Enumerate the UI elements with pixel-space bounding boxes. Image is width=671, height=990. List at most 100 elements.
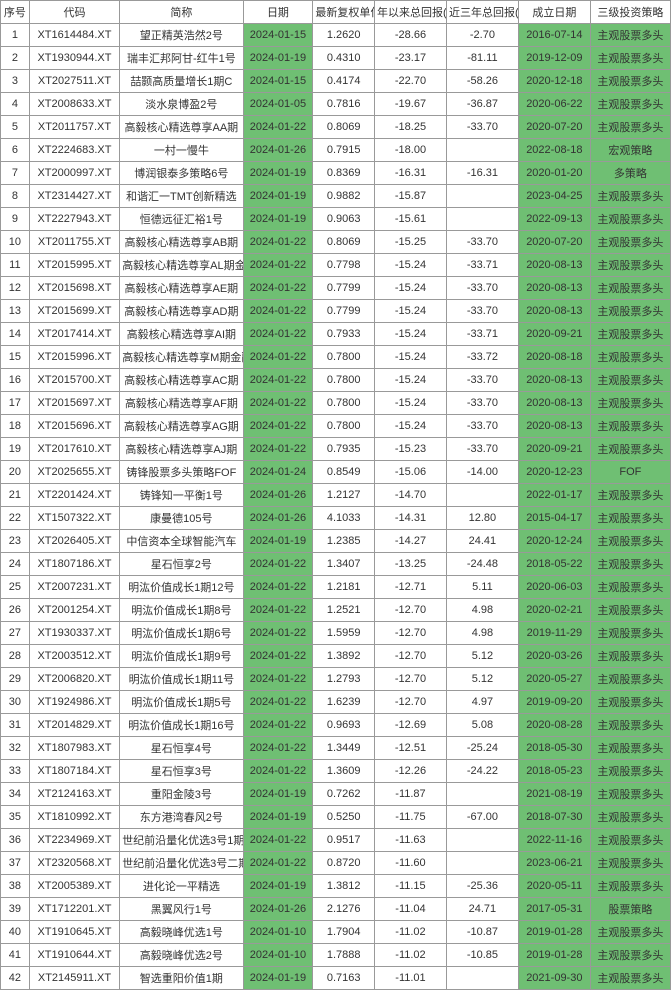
table-cell: 2024-01-22 xyxy=(243,714,313,737)
table-row: 35XT1810992.XT东方港湾春风2号2024-01-190.5250-1… xyxy=(1,806,671,829)
table-cell: 主观股票多头 xyxy=(590,116,670,139)
table-body: 1XT1614484.XT望正精英浩然2号2024-01-151.2620-28… xyxy=(1,24,671,990)
table-cell: 22 xyxy=(1,507,30,530)
table-cell: -24.22 xyxy=(446,760,518,783)
table-cell: 1.7904 xyxy=(313,921,375,944)
table-cell xyxy=(446,852,518,875)
table-cell: 主观股票多头 xyxy=(590,737,670,760)
table-cell: -19.67 xyxy=(375,93,447,116)
table-cell: XT2314427.XT xyxy=(29,185,119,208)
table-cell: -15.87 xyxy=(375,185,447,208)
table-cell: 1.2385 xyxy=(313,530,375,553)
table-cell: 2024-01-05 xyxy=(243,93,313,116)
table-cell: 2024-01-19 xyxy=(243,806,313,829)
table-cell: 主观股票多头 xyxy=(590,392,670,415)
table-cell: 黑翼风行1号 xyxy=(120,898,243,921)
table-cell: 高毅核心精选尊享AJ期 xyxy=(120,438,243,461)
table-cell: XT1810992.XT xyxy=(29,806,119,829)
table-cell xyxy=(446,783,518,806)
table-cell: 主观股票多头 xyxy=(590,24,670,47)
table-cell: 33 xyxy=(1,760,30,783)
table-cell: 0.9693 xyxy=(313,714,375,737)
table-cell: -22.70 xyxy=(375,70,447,93)
table-cell: -15.06 xyxy=(375,461,447,484)
table-cell: -15.61 xyxy=(375,208,447,231)
table-row: 21XT2201424.XT铸锋知一平衡1号2024-01-261.2127-1… xyxy=(1,484,671,507)
table-cell: 恒德远征汇裕1号 xyxy=(120,208,243,231)
table-cell: XT1807186.XT xyxy=(29,553,119,576)
table-cell: 主观股票多头 xyxy=(590,921,670,944)
table-row: 32XT1807983.XT星石恒享4号2024-01-221.3449-12.… xyxy=(1,737,671,760)
table-cell: 20 xyxy=(1,461,30,484)
table-row: 7XT2000997.XT博润银泰多策略6号2024-01-190.8369-1… xyxy=(1,162,671,185)
table-cell: 1.3892 xyxy=(313,645,375,668)
table-cell: -12.70 xyxy=(375,668,447,691)
table-cell: 1.5959 xyxy=(313,622,375,645)
table-cell: 0.8369 xyxy=(313,162,375,185)
table-cell: 2024-01-22 xyxy=(243,323,313,346)
table-cell: 5.11 xyxy=(446,576,518,599)
table-cell: 主观股票多头 xyxy=(590,185,670,208)
table-cell: XT2027511.XT xyxy=(29,70,119,93)
table-cell: 2021-09-30 xyxy=(518,967,590,990)
table-cell: 2024-01-19 xyxy=(243,967,313,990)
table-cell: 2024-01-26 xyxy=(243,898,313,921)
table-cell: 28 xyxy=(1,645,30,668)
table-cell: 东方港湾春风2号 xyxy=(120,806,243,829)
table-cell: -12.70 xyxy=(375,599,447,622)
table-cell: XT1712201.XT xyxy=(29,898,119,921)
table-cell: 1.2521 xyxy=(313,599,375,622)
table-cell: 1.6239 xyxy=(313,691,375,714)
table-cell: -12.70 xyxy=(375,645,447,668)
table-cell: 2024-01-22 xyxy=(243,415,313,438)
table-cell: 0.7163 xyxy=(313,967,375,990)
table-cell: 高毅核心精选尊享M期金融 xyxy=(120,346,243,369)
table-cell: 2024-01-22 xyxy=(243,645,313,668)
table-cell: 望正精英浩然2号 xyxy=(120,24,243,47)
table-cell: 5.08 xyxy=(446,714,518,737)
table-row: 29XT2006820.XT明汯价值成长1期11号2024-01-221.279… xyxy=(1,668,671,691)
table-row: 27XT1930337.XT明汯价值成长1期6号2024-01-221.5959… xyxy=(1,622,671,645)
table-cell: 主观股票多头 xyxy=(590,829,670,852)
table-cell: 2024-01-22 xyxy=(243,829,313,852)
table-cell: -25.36 xyxy=(446,875,518,898)
table-cell: 2020-12-24 xyxy=(518,530,590,553)
table-cell: 主观股票多头 xyxy=(590,484,670,507)
table-cell: 2020-12-18 xyxy=(518,70,590,93)
table-cell: 明汯价值成长1期11号 xyxy=(120,668,243,691)
table-cell: 智选重阳价值1期 xyxy=(120,967,243,990)
table-cell: 42 xyxy=(1,967,30,990)
table-cell: 2024-01-22 xyxy=(243,622,313,645)
table-cell: -15.23 xyxy=(375,438,447,461)
table-cell: 主观股票多头 xyxy=(590,70,670,93)
table-cell: 12.80 xyxy=(446,507,518,530)
table-cell: 高毅晓峰优选1号 xyxy=(120,921,243,944)
table-cell: 0.7799 xyxy=(313,277,375,300)
table-cell: 34 xyxy=(1,783,30,806)
table-cell: 主观股票多头 xyxy=(590,300,670,323)
table-cell: 2020-07-20 xyxy=(518,116,590,139)
table-cell: XT2000997.XT xyxy=(29,162,119,185)
header-row: 序号 代码 简称 日期 最新复权单位净值 年以来总回报(%) 近三年总回报(%)… xyxy=(1,1,671,24)
table-cell: -14.00 xyxy=(446,461,518,484)
table-cell: 博润银泰多策略6号 xyxy=(120,162,243,185)
table-row: 22XT1507322.XT康曼德105号2024-01-264.1033-14… xyxy=(1,507,671,530)
table-cell: -11.63 xyxy=(375,829,447,852)
table-cell: 0.7935 xyxy=(313,438,375,461)
table-cell: 2017-05-31 xyxy=(518,898,590,921)
table-cell: 2020-09-21 xyxy=(518,323,590,346)
table-cell: 高毅核心精选尊享AC期 xyxy=(120,369,243,392)
table-cell: 多策略 xyxy=(590,162,670,185)
table-cell: 0.8069 xyxy=(313,231,375,254)
table-cell: 主观股票多头 xyxy=(590,714,670,737)
table-cell: 18 xyxy=(1,415,30,438)
table-cell: 2020-05-11 xyxy=(518,875,590,898)
table-row: 4XT2008633.XT淡水泉博盈2号2024-01-050.7816-19.… xyxy=(1,93,671,116)
table-cell: 2021-08-19 xyxy=(518,783,590,806)
table-cell: 13 xyxy=(1,300,30,323)
table-row: 39XT1712201.XT黑翼风行1号2024-01-262.1276-11.… xyxy=(1,898,671,921)
table-cell: 37 xyxy=(1,852,30,875)
table-cell: XT2145911.XT xyxy=(29,967,119,990)
table-cell: 17 xyxy=(1,392,30,415)
table-cell: 0.7799 xyxy=(313,300,375,323)
